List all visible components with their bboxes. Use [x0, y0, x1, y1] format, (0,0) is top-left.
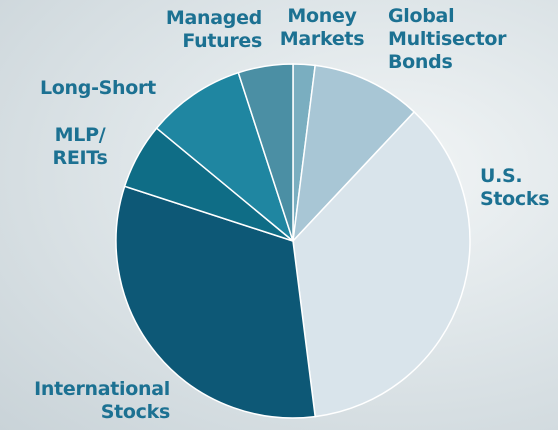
pie-slice — [291, 64, 416, 244]
slice-label: Managed Futures — [165, 7, 262, 52]
pie-slice — [237, 63, 294, 242]
slice-label: Money Markets — [279, 5, 365, 50]
slice-label: MLP/ REITs — [52, 124, 108, 169]
pie-slice — [155, 71, 295, 244]
pie-slice — [292, 110, 471, 418]
slice-label: International Stocks — [34, 378, 170, 423]
pie-slice — [115, 185, 317, 419]
slice-label: U.S. Stocks — [480, 165, 550, 210]
slice-label: Global Multisector Bonds — [388, 5, 507, 73]
slice-label: Long-Short — [40, 77, 156, 99]
